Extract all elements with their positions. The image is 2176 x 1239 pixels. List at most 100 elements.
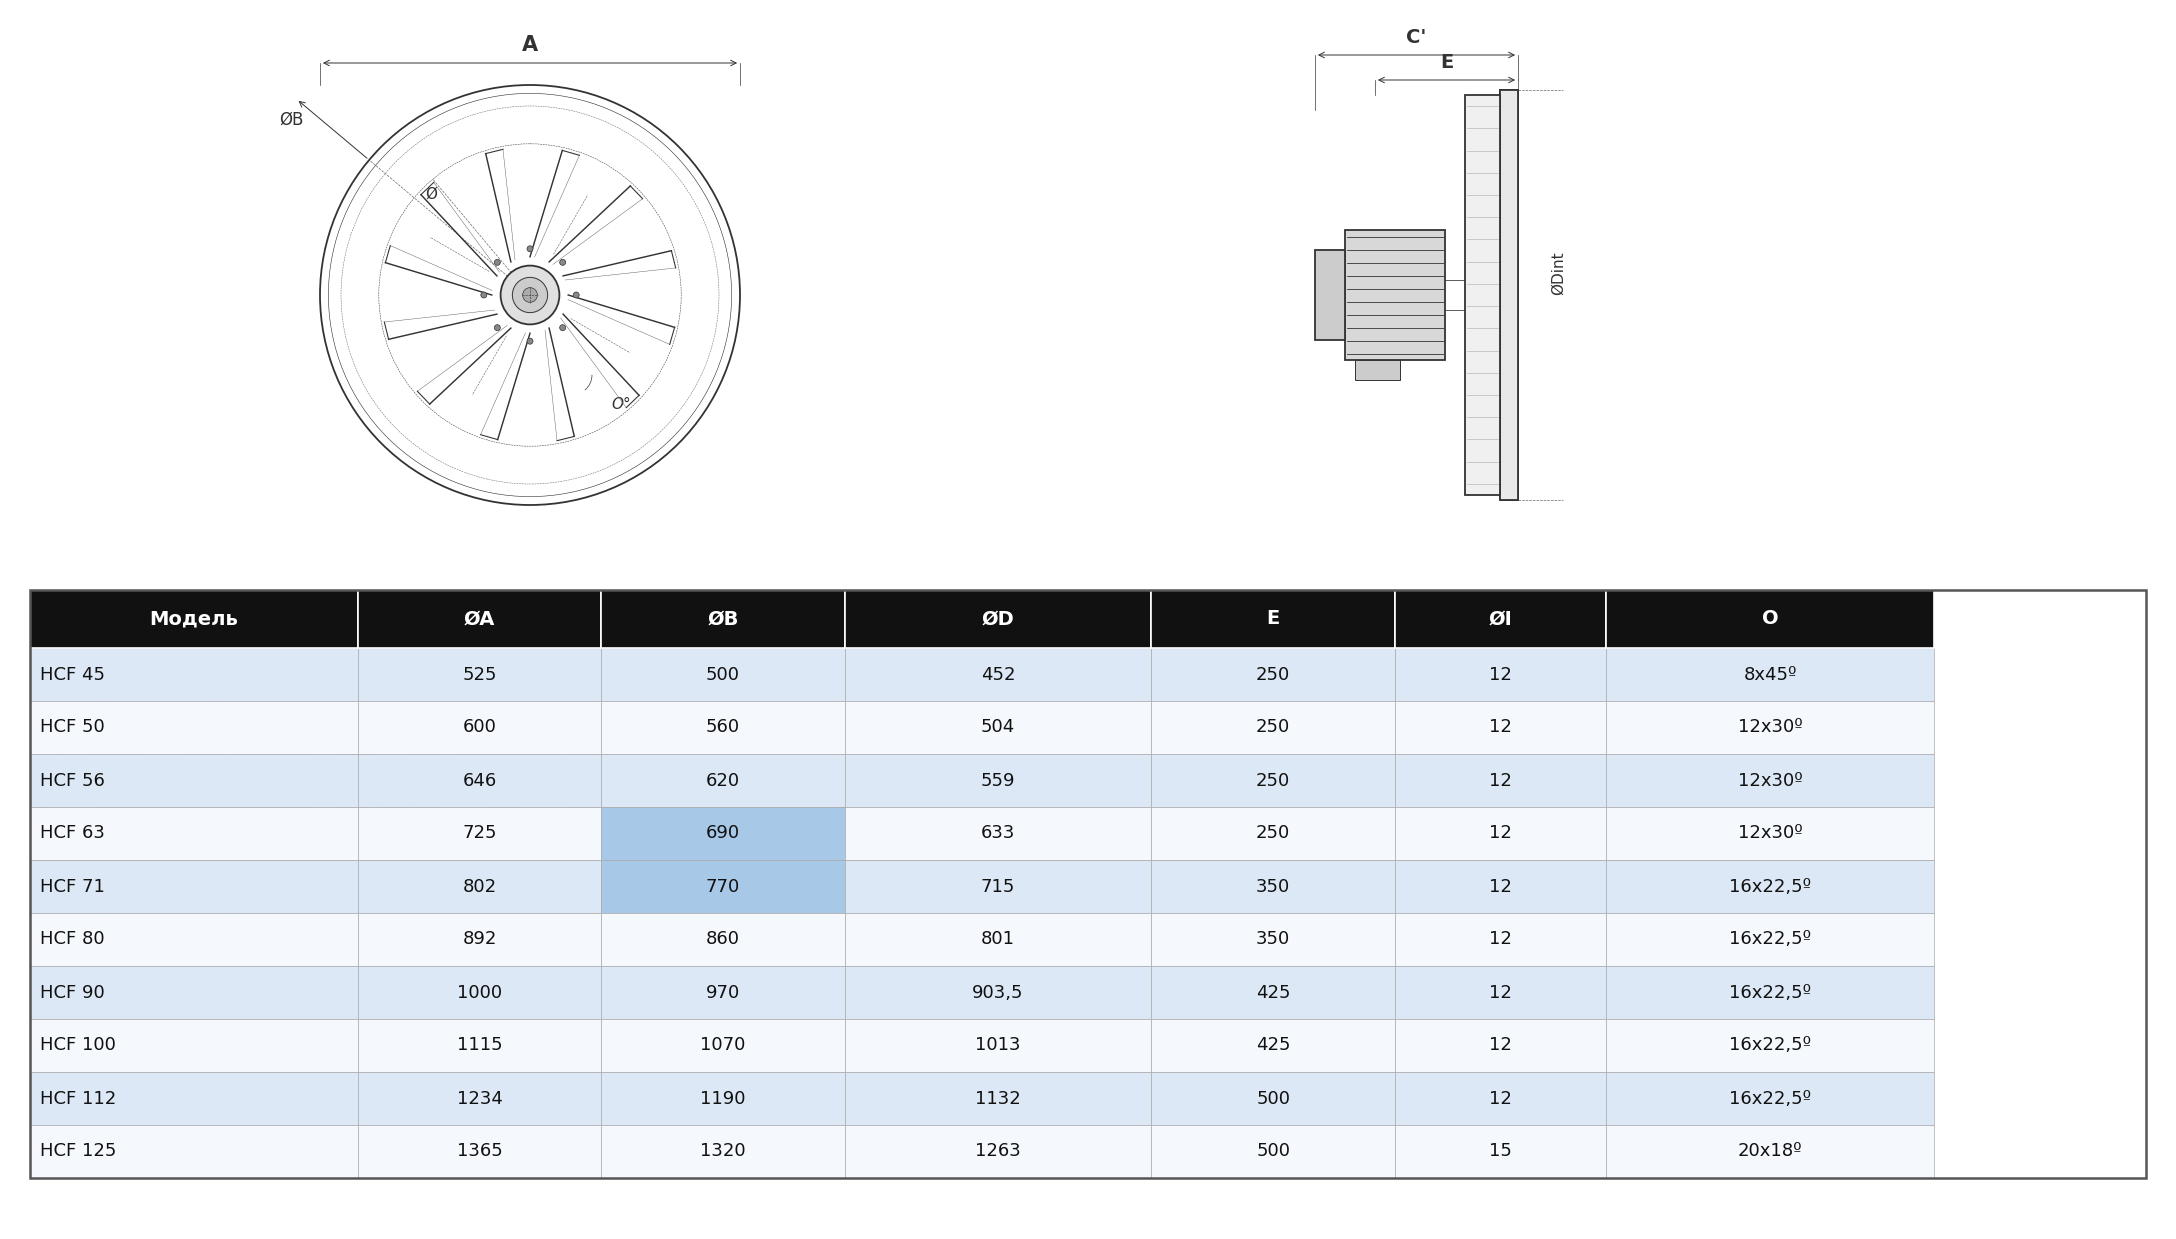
- Bar: [1606, 1125, 1934, 1178]
- Circle shape: [559, 259, 566, 265]
- Bar: [844, 860, 1151, 913]
- Text: ØA: ØA: [463, 610, 496, 628]
- Text: 690: 690: [705, 824, 740, 843]
- Polygon shape: [89, 810, 202, 908]
- Text: 633: 633: [981, 824, 1016, 843]
- Bar: [1606, 1018, 1934, 1072]
- Bar: [601, 1125, 844, 1178]
- Text: ØI: ØI: [1488, 610, 1512, 628]
- Text: 350: 350: [1256, 930, 1290, 949]
- Circle shape: [522, 287, 537, 302]
- Text: 620: 620: [705, 772, 740, 789]
- Text: 12: 12: [1488, 1037, 1512, 1054]
- Bar: [359, 966, 601, 1018]
- Text: 12: 12: [1488, 665, 1512, 684]
- Text: 770: 770: [705, 877, 740, 896]
- Bar: [1395, 1018, 1606, 1072]
- Text: E: E: [1441, 53, 1454, 72]
- Text: E: E: [1266, 610, 1279, 628]
- Text: VENTL: VENTL: [104, 741, 655, 890]
- Text: 525: 525: [463, 665, 496, 684]
- Bar: [1395, 755, 1606, 807]
- Text: 12: 12: [1488, 824, 1512, 843]
- Text: 250: 250: [1256, 719, 1290, 736]
- Text: 16x22,5º: 16x22,5º: [1730, 1089, 1810, 1108]
- Text: 8x45º: 8x45º: [1743, 665, 1797, 684]
- Bar: [601, 966, 844, 1018]
- Text: 425: 425: [1256, 1037, 1290, 1054]
- Text: 12: 12: [1488, 719, 1512, 736]
- Bar: [359, 1018, 601, 1072]
- Text: ØD: ØD: [981, 610, 1014, 628]
- Text: HCF 71: HCF 71: [39, 877, 104, 896]
- Bar: [1606, 590, 1934, 648]
- Bar: [1395, 807, 1606, 860]
- Circle shape: [527, 338, 533, 344]
- Bar: [30, 860, 359, 913]
- Text: HCF 100: HCF 100: [39, 1037, 115, 1054]
- Polygon shape: [165, 755, 283, 829]
- Bar: [30, 590, 359, 648]
- Circle shape: [527, 245, 533, 252]
- Text: 1234: 1234: [457, 1089, 503, 1108]
- Bar: [1395, 590, 1606, 648]
- Text: HCF 90: HCF 90: [39, 984, 104, 1001]
- Bar: [844, 1125, 1151, 1178]
- Text: 903,5: 903,5: [973, 984, 1025, 1001]
- Bar: [1395, 648, 1606, 701]
- Bar: [359, 755, 601, 807]
- Text: 801: 801: [981, 930, 1014, 949]
- Text: HCF 63: HCF 63: [39, 824, 104, 843]
- Text: 1070: 1070: [701, 1037, 746, 1054]
- Bar: [844, 913, 1151, 966]
- Bar: [844, 755, 1151, 807]
- Bar: [601, 590, 844, 648]
- Bar: [601, 648, 844, 701]
- Text: 12: 12: [1488, 984, 1512, 1001]
- Text: 16x22,5º: 16x22,5º: [1730, 877, 1810, 896]
- Text: 1013: 1013: [975, 1037, 1021, 1054]
- Text: HCF 56: HCF 56: [39, 772, 104, 789]
- Text: 500: 500: [705, 665, 740, 684]
- Text: 12x30º: 12x30º: [1739, 824, 1802, 843]
- Text: A: A: [522, 35, 537, 55]
- Bar: [1606, 913, 1934, 966]
- Text: 646: 646: [463, 772, 496, 789]
- Bar: [1499, 90, 1519, 501]
- Text: ØB: ØB: [707, 610, 738, 628]
- Bar: [601, 913, 844, 966]
- Text: 12x30º: 12x30º: [1739, 719, 1802, 736]
- Text: 860: 860: [705, 930, 740, 949]
- Text: 16x22,5º: 16x22,5º: [1730, 984, 1810, 1001]
- Bar: [601, 807, 844, 860]
- Bar: [601, 755, 844, 807]
- Text: 12: 12: [1488, 930, 1512, 949]
- Bar: [844, 966, 1151, 1018]
- Bar: [30, 1018, 359, 1072]
- Text: HCF 112: HCF 112: [39, 1089, 115, 1108]
- Bar: [30, 1072, 359, 1125]
- Text: 452: 452: [981, 665, 1016, 684]
- Text: ØDint: ØDint: [1551, 252, 1565, 295]
- Bar: [30, 807, 359, 860]
- Text: Модель: Модель: [150, 610, 239, 628]
- Bar: [359, 913, 601, 966]
- Text: 1115: 1115: [457, 1037, 503, 1054]
- Bar: [844, 648, 1151, 701]
- Bar: [359, 701, 601, 755]
- Polygon shape: [89, 698, 165, 830]
- Bar: [30, 913, 359, 966]
- Bar: [359, 807, 601, 860]
- Bar: [1395, 701, 1606, 755]
- Text: O: O: [1763, 610, 1778, 628]
- Bar: [1464, 95, 1499, 496]
- Circle shape: [572, 292, 579, 299]
- Text: O°: O°: [611, 396, 631, 411]
- Text: 12: 12: [1488, 772, 1512, 789]
- Bar: [844, 701, 1151, 755]
- Bar: [1151, 807, 1395, 860]
- Text: 504: 504: [981, 719, 1016, 736]
- Bar: [1345, 230, 1445, 361]
- Text: 1263: 1263: [975, 1142, 1021, 1161]
- Bar: [1395, 1072, 1606, 1125]
